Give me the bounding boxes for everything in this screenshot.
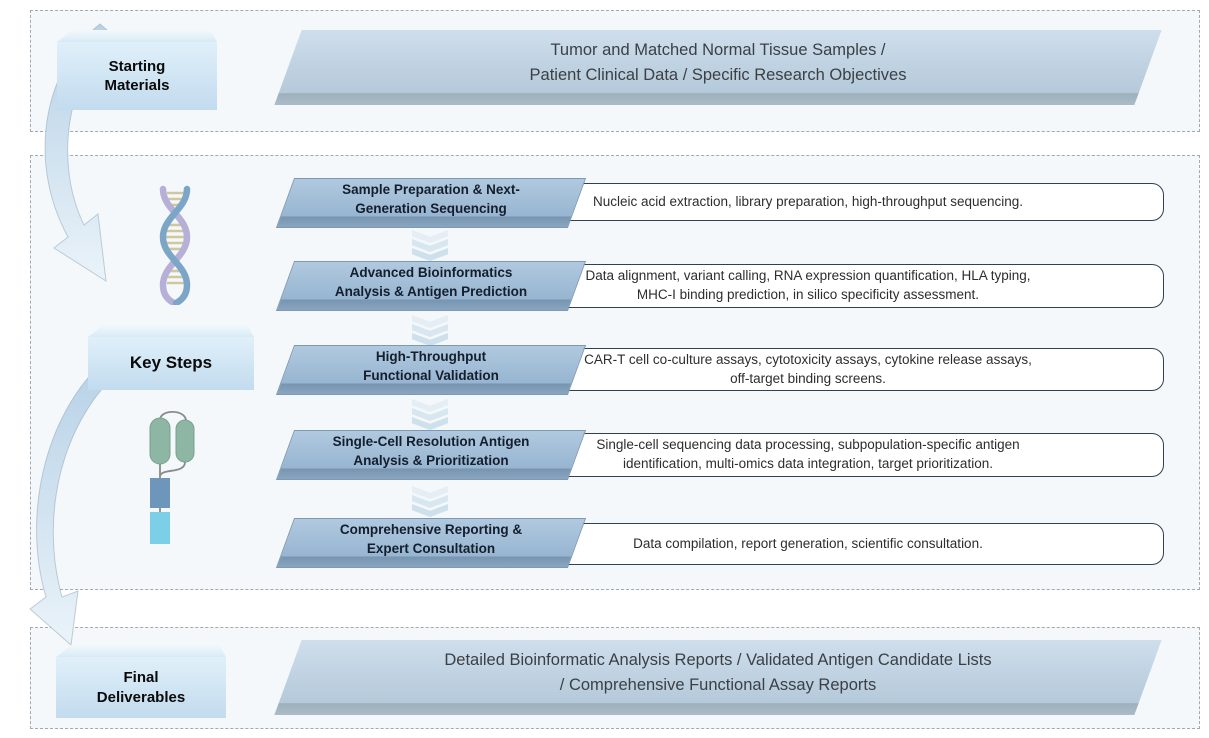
final-deliverables-label: Final Deliverables <box>96 669 186 706</box>
curved-arrow-bottom-icon <box>29 357 119 646</box>
final-deliverables-label-box: Final Deliverables <box>56 645 226 718</box>
starting-materials-banner: Tumor and Matched Normal Tissue Samples … <box>274 30 1162 105</box>
step-title-tab: Comprehensive Reporting & Expert Consult… <box>275 518 587 568</box>
step-title: Advanced Bioinformatics Analysis & Antig… <box>334 265 528 299</box>
box-top-face <box>56 645 226 657</box>
starting-materials-label: Starting Materials <box>104 57 170 95</box>
step-title: Sample Preparation & Next- Generation Se… <box>342 182 520 216</box>
step-connector-chevron <box>412 230 448 262</box>
box-front-face <box>57 42 217 110</box>
key-steps-label: Key Steps <box>129 353 213 373</box>
step-title-tab: Single-Cell Resolution Antigen Analysis … <box>275 430 587 480</box>
box-top-face <box>57 30 217 42</box>
box-top-face <box>88 325 254 337</box>
step-title-tab: Sample Preparation & Next- Generation Se… <box>275 178 587 228</box>
dna-helix-icon <box>159 185 191 305</box>
final-deliverables-banner-text: Detailed Bioinformatic Analysis Reports … <box>444 651 992 694</box>
step-title-tab: Advanced Bioinformatics Analysis & Antig… <box>275 261 587 311</box>
starting-materials-label-box: Starting Materials <box>57 30 217 110</box>
box-front-face <box>88 337 254 390</box>
car-receptor-icon <box>149 410 195 544</box>
step-title: Comprehensive Reporting & Expert Consult… <box>339 522 523 556</box>
box-front-face <box>56 657 226 718</box>
step-title: High-Throughput Functional Validation <box>363 349 499 383</box>
step-connector-chevron <box>412 486 448 518</box>
step-title: Single-Cell Resolution Antigen Analysis … <box>332 434 530 468</box>
key-steps-label-box: Key Steps <box>88 325 254 390</box>
step-connector-chevron <box>412 399 448 431</box>
step-title-tab: High-Throughput Functional Validation <box>275 345 587 395</box>
step-connector-chevron <box>412 315 448 347</box>
final-deliverables-banner: Detailed Bioinformatic Analysis Reports … <box>274 640 1162 715</box>
starting-materials-banner-text: Tumor and Matched Normal Tissue Samples … <box>529 41 907 84</box>
